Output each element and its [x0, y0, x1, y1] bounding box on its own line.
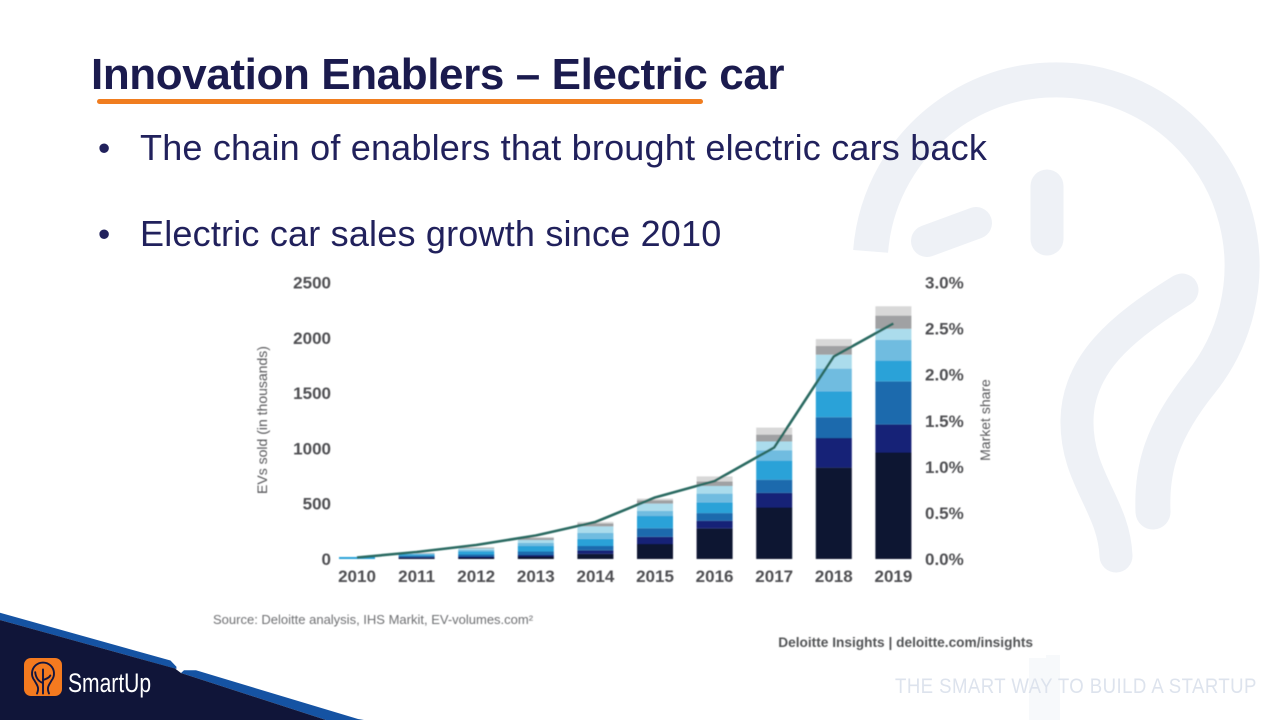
svg-text:500: 500 [303, 495, 331, 514]
svg-text:2013: 2013 [517, 567, 555, 586]
svg-text:Source: Deloitte analysis, IHS: Source: Deloitte analysis, IHS Markit, E… [213, 612, 534, 627]
svg-text:1.5%: 1.5% [925, 412, 964, 431]
svg-text:2016: 2016 [696, 567, 734, 586]
svg-text:Market share: Market share [977, 379, 993, 461]
svg-text:3.0%: 3.0% [925, 274, 964, 293]
svg-text:2000: 2000 [293, 329, 331, 348]
svg-text:2.0%: 2.0% [925, 366, 964, 385]
svg-text:1.0%: 1.0% [925, 458, 964, 477]
svg-text:2010: 2010 [338, 567, 376, 586]
svg-text:1000: 1000 [293, 439, 331, 458]
svg-text:Deloitte Insights | deloitte.c: Deloitte Insights | deloitte.com/insight… [778, 635, 1033, 650]
svg-text:2015: 2015 [636, 567, 674, 586]
svg-text:EVs sold (in thousands): EVs sold (in thousands) [254, 346, 270, 494]
svg-text:1500: 1500 [293, 384, 331, 403]
svg-text:0.5%: 0.5% [925, 504, 964, 523]
svg-text:2018: 2018 [815, 567, 853, 586]
svg-text:2.5%: 2.5% [925, 320, 964, 339]
svg-text:0: 0 [322, 550, 331, 569]
svg-text:2019: 2019 [874, 567, 912, 586]
svg-text:0.0%: 0.0% [925, 550, 964, 569]
svg-text:2500: 2500 [293, 274, 331, 293]
svg-text:2017: 2017 [755, 567, 793, 586]
svg-text:2014: 2014 [576, 567, 614, 586]
svg-text:2011: 2011 [398, 567, 435, 586]
svg-text:2012: 2012 [457, 567, 495, 586]
